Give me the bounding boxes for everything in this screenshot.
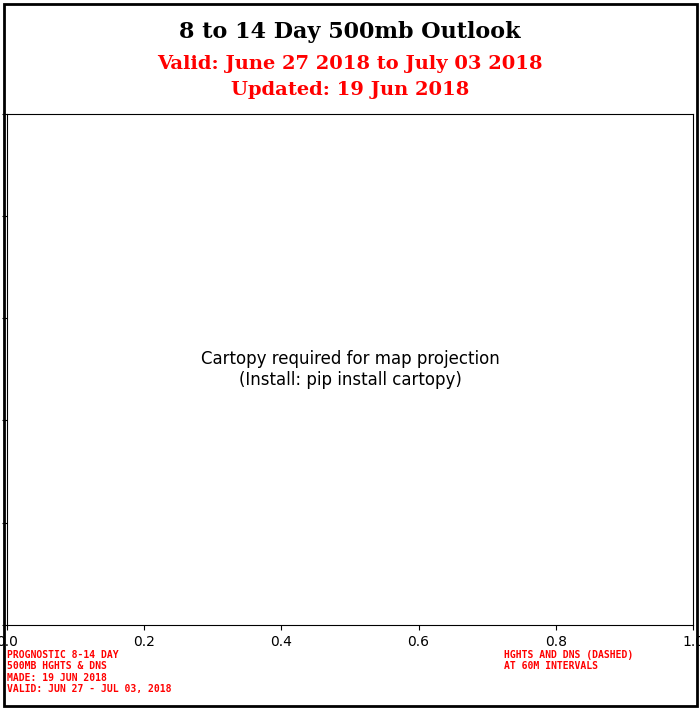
Text: Cartopy required for map projection
(Install: pip install cartopy): Cartopy required for map projection (Ins…	[201, 350, 499, 388]
Text: HGHTS AND DNS (DASHED)
AT 60M INTERVALS: HGHTS AND DNS (DASHED) AT 60M INTERVALS	[504, 650, 634, 671]
Text: Updated: 19 Jun 2018: Updated: 19 Jun 2018	[231, 81, 469, 99]
Text: PROGNOSTIC 8-14 DAY
500MB HGHTS & DNS
MADE: 19 JUN 2018
VALID: JUN 27 - JUL 03, : PROGNOSTIC 8-14 DAY 500MB HGHTS & DNS MA…	[7, 650, 172, 694]
Text: 8 to 14 Day 500mb Outlook: 8 to 14 Day 500mb Outlook	[179, 21, 521, 43]
Text: Valid: June 27 2018 to July 03 2018: Valid: June 27 2018 to July 03 2018	[158, 55, 542, 73]
